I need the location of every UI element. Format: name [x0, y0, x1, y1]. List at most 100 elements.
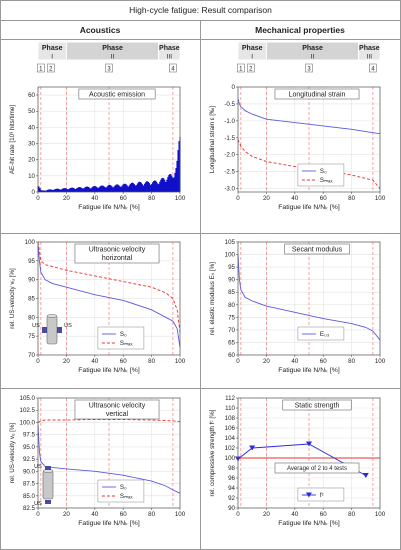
phase-number: III [367, 54, 373, 61]
phase-label: Phase [102, 45, 123, 52]
y-tick-label: 82.5 [23, 505, 36, 512]
x-tick-label: 20 [263, 195, 270, 202]
phase-number: III [167, 54, 173, 61]
data-point [306, 441, 312, 447]
y-tick-label: 100 [25, 239, 36, 246]
specimen-body [42, 470, 54, 500]
specimen-horizontal: US US [32, 314, 72, 345]
transducer-label: US [34, 464, 42, 470]
x-tick-label: 40 [91, 358, 98, 365]
y-tick-label: -3.0 [224, 186, 235, 193]
y-axis-label: rel. US-velocity vᵤ [%] [9, 268, 16, 329]
chart-subtitle: horizontal [102, 255, 133, 262]
y-tick-label: 0 [32, 189, 36, 196]
phase-label: Phase [242, 45, 263, 52]
x-tick-label: 40 [291, 358, 298, 365]
x-axis-label: Fatigue life N/Nₖ [%] [78, 520, 140, 527]
legend-label: E₀₃ [320, 331, 330, 338]
y-tick-label: 85.0 [23, 493, 36, 500]
y-tick-label: 92.5 [23, 456, 36, 463]
legend-box [97, 479, 145, 503]
x-tick-label: 0 [236, 358, 240, 365]
x-tick-label: 0 [36, 195, 40, 202]
transducer [45, 500, 51, 504]
axes-frame [237, 86, 381, 193]
legend-box [297, 163, 345, 187]
x-tick-label: 20 [263, 511, 270, 518]
y-tick-label: 40 [28, 124, 35, 131]
marker-number: 4 [171, 67, 175, 73]
y-tick-label: 95 [28, 258, 35, 265]
marker-number: 2 [49, 67, 53, 73]
column-header-mechanical: Mechanical properties [255, 25, 345, 35]
x-tick-label: 20 [63, 511, 70, 518]
x-tick-label: 0 [36, 358, 40, 365]
phase-number: II [111, 54, 115, 61]
y-tick-label: 50 [28, 108, 35, 115]
y-tick-label: 20 [28, 157, 35, 164]
y-tick-label: 97.5 [23, 432, 36, 439]
y-tick-label: 90 [28, 277, 35, 284]
y-tick-label: 110 [225, 405, 235, 412]
legend-box [97, 326, 145, 350]
chart-title: Longitudinal strain [289, 92, 346, 99]
y-tick-label: 104 [225, 435, 236, 442]
y-tick-label: 102 [225, 445, 236, 452]
x-tick-label: 40 [91, 195, 98, 202]
x-axis-label: Fatigue life N/Nₖ [%] [78, 367, 140, 374]
axes-frame [237, 397, 381, 509]
x-tick-label: 40 [91, 511, 98, 518]
x-tick-label: 60 [320, 195, 327, 202]
x-tick-label: 0 [36, 511, 40, 518]
x-tick-label: 100 [375, 358, 386, 365]
phase-number: I [251, 54, 253, 61]
y-tick-label: -2.5 [224, 169, 235, 176]
y-tick-label: 90 [228, 505, 235, 512]
y-tick-label: 80 [228, 302, 235, 309]
y-tick-label: 100 [225, 455, 236, 462]
legend-label: Sₘₐₓ [320, 177, 333, 184]
y-tick-label: -1.5 [224, 135, 235, 142]
specimen-top [46, 314, 58, 318]
chart-title: Ultrasonic velocity [89, 403, 146, 410]
y-axis-label: rel. elastic modulus Eₛ [%] [209, 262, 216, 335]
x-tick-label: 100 [175, 511, 186, 518]
legend-label: Sₘₐₓ [120, 340, 133, 347]
phase-label: Phase [42, 45, 63, 52]
chart-title-box [74, 399, 160, 420]
x-tick-label: 80 [348, 511, 355, 518]
y-tick-label: 100 [225, 252, 236, 259]
transducer [42, 327, 47, 333]
y-axis-label: rel. US-velocity vᵤ [%] [9, 423, 16, 484]
y-tick-label: 85 [28, 296, 35, 303]
legend-marker [305, 492, 312, 498]
marker-number: 1 [239, 67, 243, 73]
y-tick-label: 90.0 [23, 468, 36, 475]
marker-box [37, 63, 45, 73]
y-tick-label: 70 [228, 327, 235, 334]
x-tick-label: 20 [263, 358, 270, 365]
y-axis-label: rel. compressive strength fᶜ [%] [209, 409, 216, 496]
specimen-body [46, 315, 58, 345]
y-tick-label: 87.5 [23, 481, 36, 488]
x-tick-label: 80 [148, 195, 155, 202]
marker-box [105, 63, 113, 73]
marker-number: 4 [371, 67, 375, 73]
y-tick-label: -2.0 [224, 152, 235, 159]
chart-panel: 0 20 40 60 80 100 0 10 20 30 40 50 60 Fatigue life N/… [9, 86, 186, 211]
transducer-label: US [34, 501, 42, 507]
chart-title-box [74, 243, 160, 264]
chart-panel: 0 20 40 60 80 100 70 75 80 85 90 95 100 Fatigue life … [9, 239, 186, 374]
y-tick-label: 94 [228, 485, 235, 492]
data-point [249, 445, 256, 451]
marker-number: 2 [249, 67, 253, 73]
marker-box [46, 63, 55, 73]
marker-box [237, 63, 245, 73]
chart-panel: 0 20 40 60 80 100 90 92 94 96 98 100 102 104 106 108 110… [209, 395, 386, 527]
chart-panel: 0 20 40 60 80 100 0 -0.5 -1.0 -1.5 -2.0 -2.5 -3.0 Fat… [209, 84, 386, 211]
y-tick-label: 100.0 [20, 419, 36, 426]
x-axis-label: Fatigue life N/Nₖ [%] [278, 204, 340, 211]
y-tick-label: 112 [225, 395, 235, 402]
phase-label: Phase [302, 45, 323, 52]
series-line [237, 98, 381, 135]
